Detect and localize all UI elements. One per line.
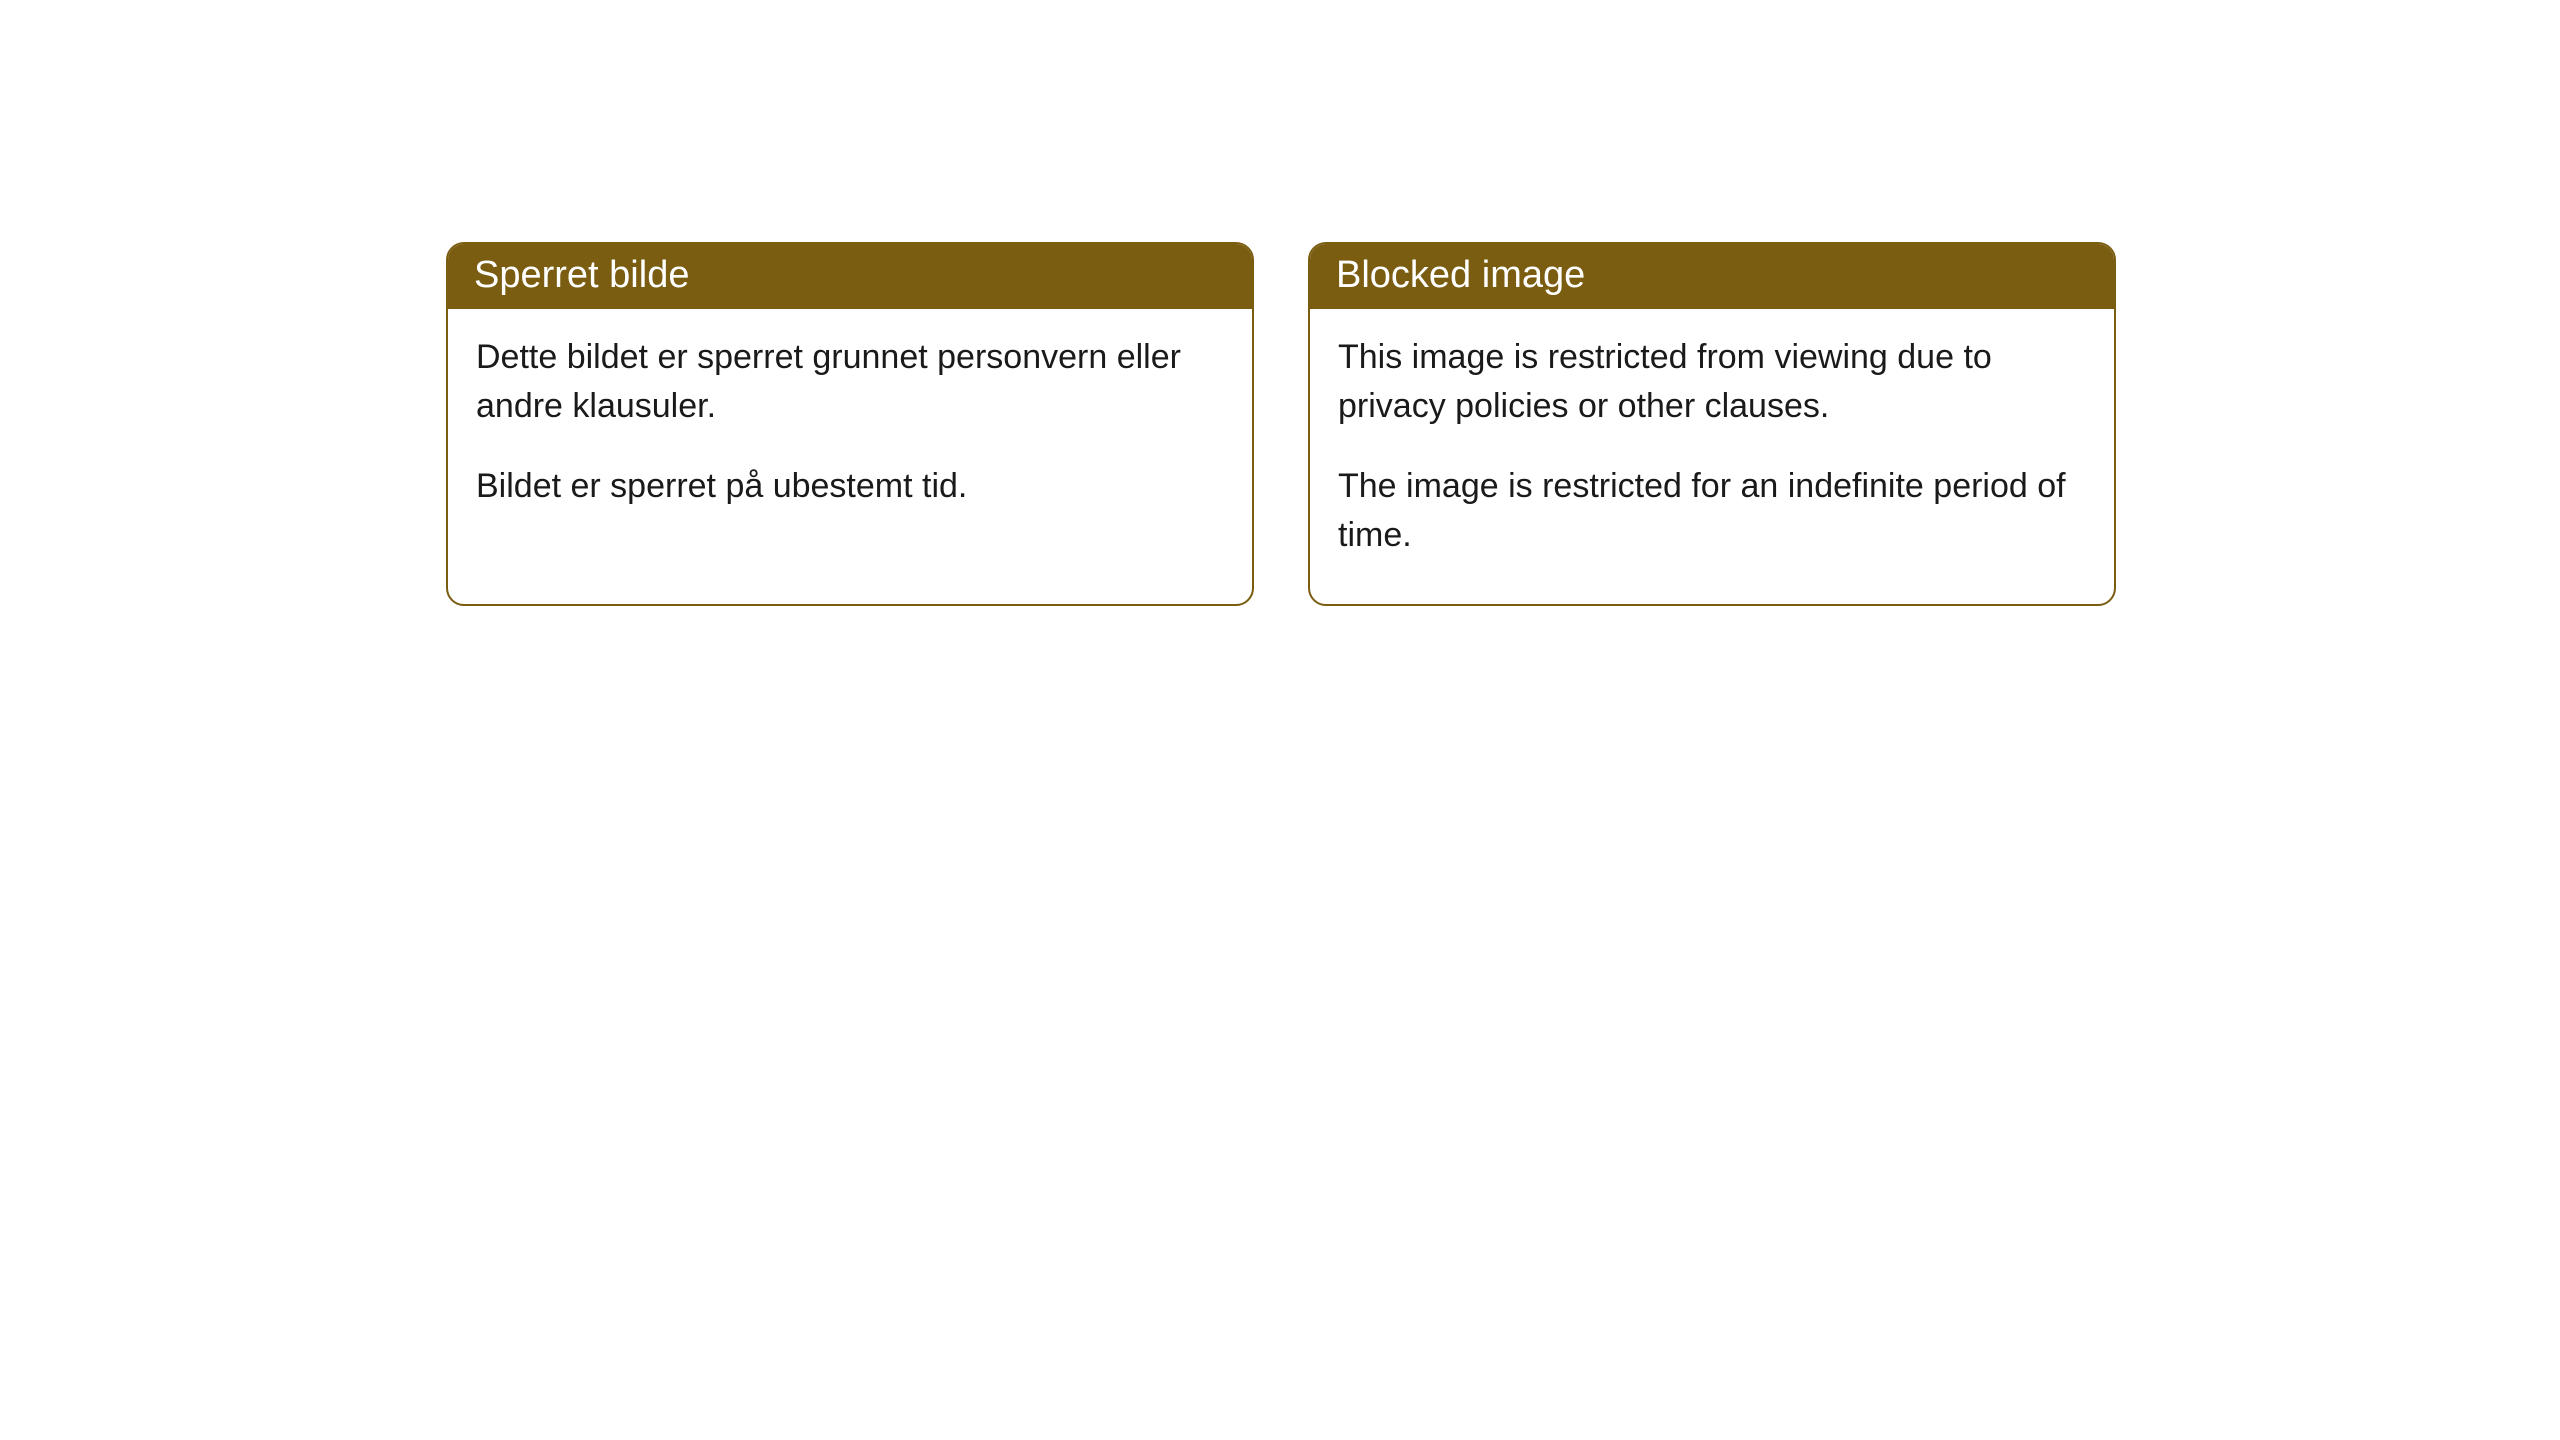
notice-card-english: Blocked image This image is restricted f…: [1308, 242, 2116, 606]
notice-card-norwegian: Sperret bilde Dette bildet er sperret gr…: [446, 242, 1254, 606]
card-paragraph: Dette bildet er sperret grunnet personve…: [476, 333, 1224, 432]
card-paragraph: This image is restricted from viewing du…: [1338, 333, 2086, 432]
card-body: Dette bildet er sperret grunnet personve…: [448, 309, 1252, 555]
card-paragraph: Bildet er sperret på ubestemt tid.: [476, 462, 1224, 511]
card-paragraph: The image is restricted for an indefinit…: [1338, 462, 2086, 561]
card-header: Sperret bilde: [448, 244, 1252, 309]
notice-cards-container: Sperret bilde Dette bildet er sperret gr…: [0, 0, 2560, 606]
card-title: Blocked image: [1336, 254, 1585, 296]
card-title: Sperret bilde: [474, 254, 689, 296]
card-body: This image is restricted from viewing du…: [1310, 309, 2114, 604]
card-header: Blocked image: [1310, 244, 2114, 309]
